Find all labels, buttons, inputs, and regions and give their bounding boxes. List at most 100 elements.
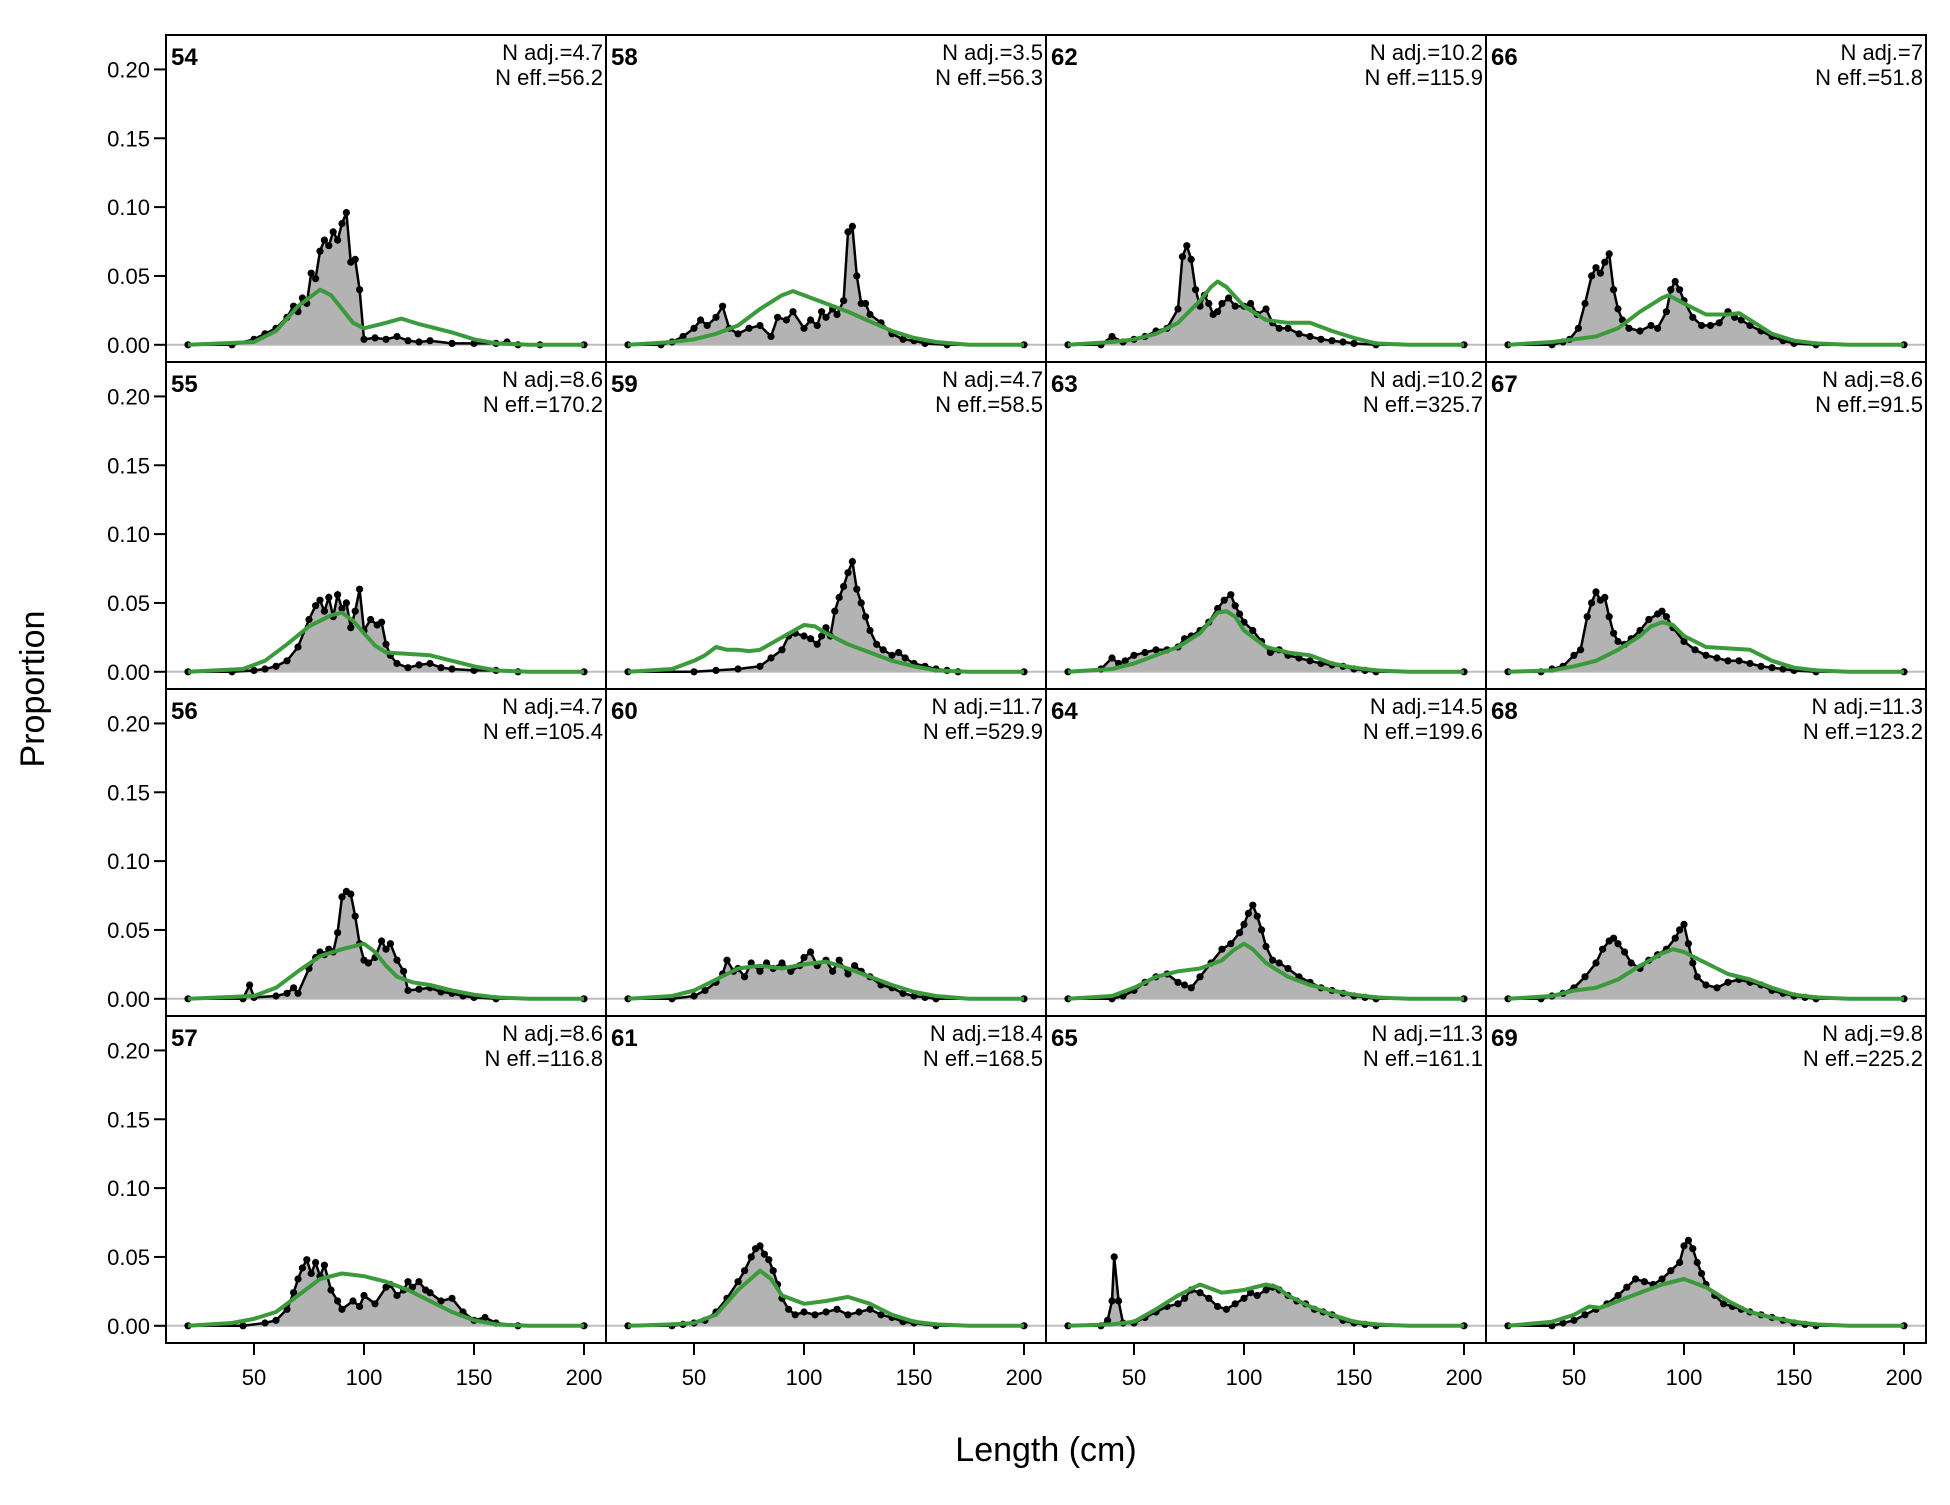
- panel-69-observed-point: [1698, 1269, 1706, 1278]
- panel-55-observed-point: [382, 640, 390, 648]
- panel-59-observed-point: [800, 632, 808, 640]
- panel-69-observed-point: [1623, 1283, 1631, 1291]
- panel-60-observed-point: [723, 956, 731, 964]
- panel-62-observed-point: [1225, 294, 1233, 302]
- panel-65-observed-point: [1110, 1253, 1118, 1261]
- panel-60-observed-line: [628, 950, 1024, 1001]
- panel-58-observed-point: [719, 302, 727, 310]
- panel-54-observed-point: [382, 335, 390, 343]
- panel-65-observed-point: [1196, 1289, 1204, 1297]
- panel-54-observed-point: [316, 247, 324, 255]
- panel-63-n-eff: N eff.=325.7: [1363, 392, 1483, 417]
- x-tick-label: 200: [1006, 1365, 1043, 1390]
- y-tick-label: 0.10: [107, 849, 150, 874]
- panel-54-observed-point: [415, 338, 423, 346]
- panel-59-observed-point: [848, 558, 857, 566]
- panel-58-observed-point: [866, 310, 874, 319]
- panel-58-observed-point: [818, 308, 826, 316]
- panel-63-n-adj: N adj.=10.2: [1370, 367, 1483, 392]
- panel-61-observed-point: [734, 1278, 742, 1286]
- panel-64-observed-point: [1262, 942, 1270, 951]
- panel-56-observed-point: [272, 992, 280, 1000]
- panel-69-frame: [1485, 1015, 1927, 1344]
- x-tick-label: 50: [242, 1365, 266, 1390]
- panel-55-observed-point: [305, 615, 313, 624]
- panel-62-observed-point: [1192, 286, 1200, 294]
- panel-61-observed-point: [800, 1308, 808, 1316]
- panel-66-observed-point: [1715, 319, 1723, 327]
- panel-62-observed-point: [1247, 299, 1255, 308]
- panel-55-observed-point: [347, 624, 355, 632]
- panel-58-observed-point: [789, 308, 797, 316]
- panel-65-observed-point: [1222, 1305, 1230, 1313]
- panel-67-observed-point: [1605, 613, 1613, 621]
- panel-67-observed-point: [1577, 646, 1585, 654]
- panel-67-observed-point: [1757, 662, 1765, 670]
- panel-62-observed-point: [1183, 242, 1191, 250]
- panel-69-observed-point: [1548, 1322, 1556, 1330]
- panel-66-observed-point: [1647, 321, 1655, 330]
- panel-65-observed-point: [1104, 1316, 1112, 1324]
- panel-54-observed-point: [325, 242, 333, 250]
- panel-60-observed-point: [899, 989, 907, 997]
- panel-68-expected-line: [1507, 947, 1904, 1001]
- panel-58-n-eff: N eff.=56.3: [935, 65, 1043, 90]
- panel-65-observed-point: [1205, 1294, 1213, 1302]
- panel-55-observed-point: [404, 664, 412, 672]
- panel-67-observed-point: [1610, 629, 1618, 637]
- panel-58-expected-line: [627, 289, 1024, 347]
- panel-54-observed-point: [334, 236, 342, 244]
- panel-55-observed-point: [338, 604, 346, 613]
- panel-58-observed-point: [745, 324, 753, 332]
- panel-60-n-adj: N adj.=11.7: [931, 694, 1043, 719]
- panel-67-observed-point: [1658, 607, 1666, 615]
- panel-67-observed-point: [1713, 654, 1721, 662]
- panel-68-observed-point: [1713, 984, 1721, 992]
- panel-57-observed-point: [239, 1322, 247, 1330]
- panel-63-observed-point: [1108, 654, 1116, 662]
- panel-54-label: 54: [171, 44, 198, 71]
- y-tick-label: 0.05: [107, 1245, 150, 1270]
- panel-63-observed-point: [1141, 648, 1149, 657]
- panel-60-expected-line: [627, 959, 1024, 1001]
- panel-66-n-adj: N adj.=7: [1840, 40, 1923, 65]
- panel-62-observed-point: [1205, 299, 1213, 308]
- panel-60-observed-point: [787, 967, 795, 975]
- panel-54-observed-point: [356, 286, 364, 294]
- panel-61-observed-point: [785, 1305, 793, 1313]
- panel-68-observed-point: [1693, 973, 1701, 981]
- panel-62-observed-point: [1284, 324, 1292, 332]
- panel-57-observed-point: [327, 1286, 335, 1294]
- panel-64-observed-point: [1196, 973, 1204, 981]
- panel-59-observed-point: [853, 585, 861, 593]
- panel-66-observed-point: [1601, 258, 1609, 266]
- panel-63-observed-point: [1227, 591, 1235, 599]
- panel-64-observed-point: [1236, 929, 1244, 937]
- panel-57-n-eff: N eff.=116.8: [485, 1046, 603, 1071]
- y-tick-label: 0.00: [107, 1314, 150, 1339]
- panel-56-observed-point: [351, 912, 359, 920]
- panel-58-observed-point: [899, 335, 907, 343]
- x-tick-label: 50: [1562, 1365, 1586, 1390]
- panel-66-observed-point: [1676, 286, 1684, 294]
- panel-62-observed-point: [1306, 332, 1314, 341]
- panel-65-observed-point: [1214, 1302, 1222, 1311]
- panel-56-expected-line: [187, 941, 584, 1001]
- panel-67-observed-point: [1691, 646, 1699, 654]
- panel-58-observed-point: [807, 316, 815, 324]
- panel-59-observed-point: [888, 651, 896, 659]
- panel-65-observed-point: [1181, 1294, 1189, 1302]
- panel-56-observed-point: [283, 989, 291, 997]
- panel-65-observed-point: [1231, 1300, 1239, 1308]
- panel-57-observed-point: [338, 1305, 346, 1313]
- panel-55-observed-point: [334, 591, 342, 599]
- panel-66-observed-point: [1574, 324, 1582, 332]
- panel-59-n-eff: N eff.=58.5: [935, 392, 1043, 417]
- panel-65-observed-point: [1262, 1286, 1270, 1294]
- panel-64-observed-point: [1253, 912, 1261, 920]
- panel-57-observed-point: [290, 1289, 298, 1297]
- panel-57-observed-point: [371, 1300, 379, 1308]
- panel-56-observed-point: [364, 959, 372, 967]
- panel-62-observed-area: [1068, 245, 1464, 345]
- panel-64-observed-point: [1258, 926, 1266, 934]
